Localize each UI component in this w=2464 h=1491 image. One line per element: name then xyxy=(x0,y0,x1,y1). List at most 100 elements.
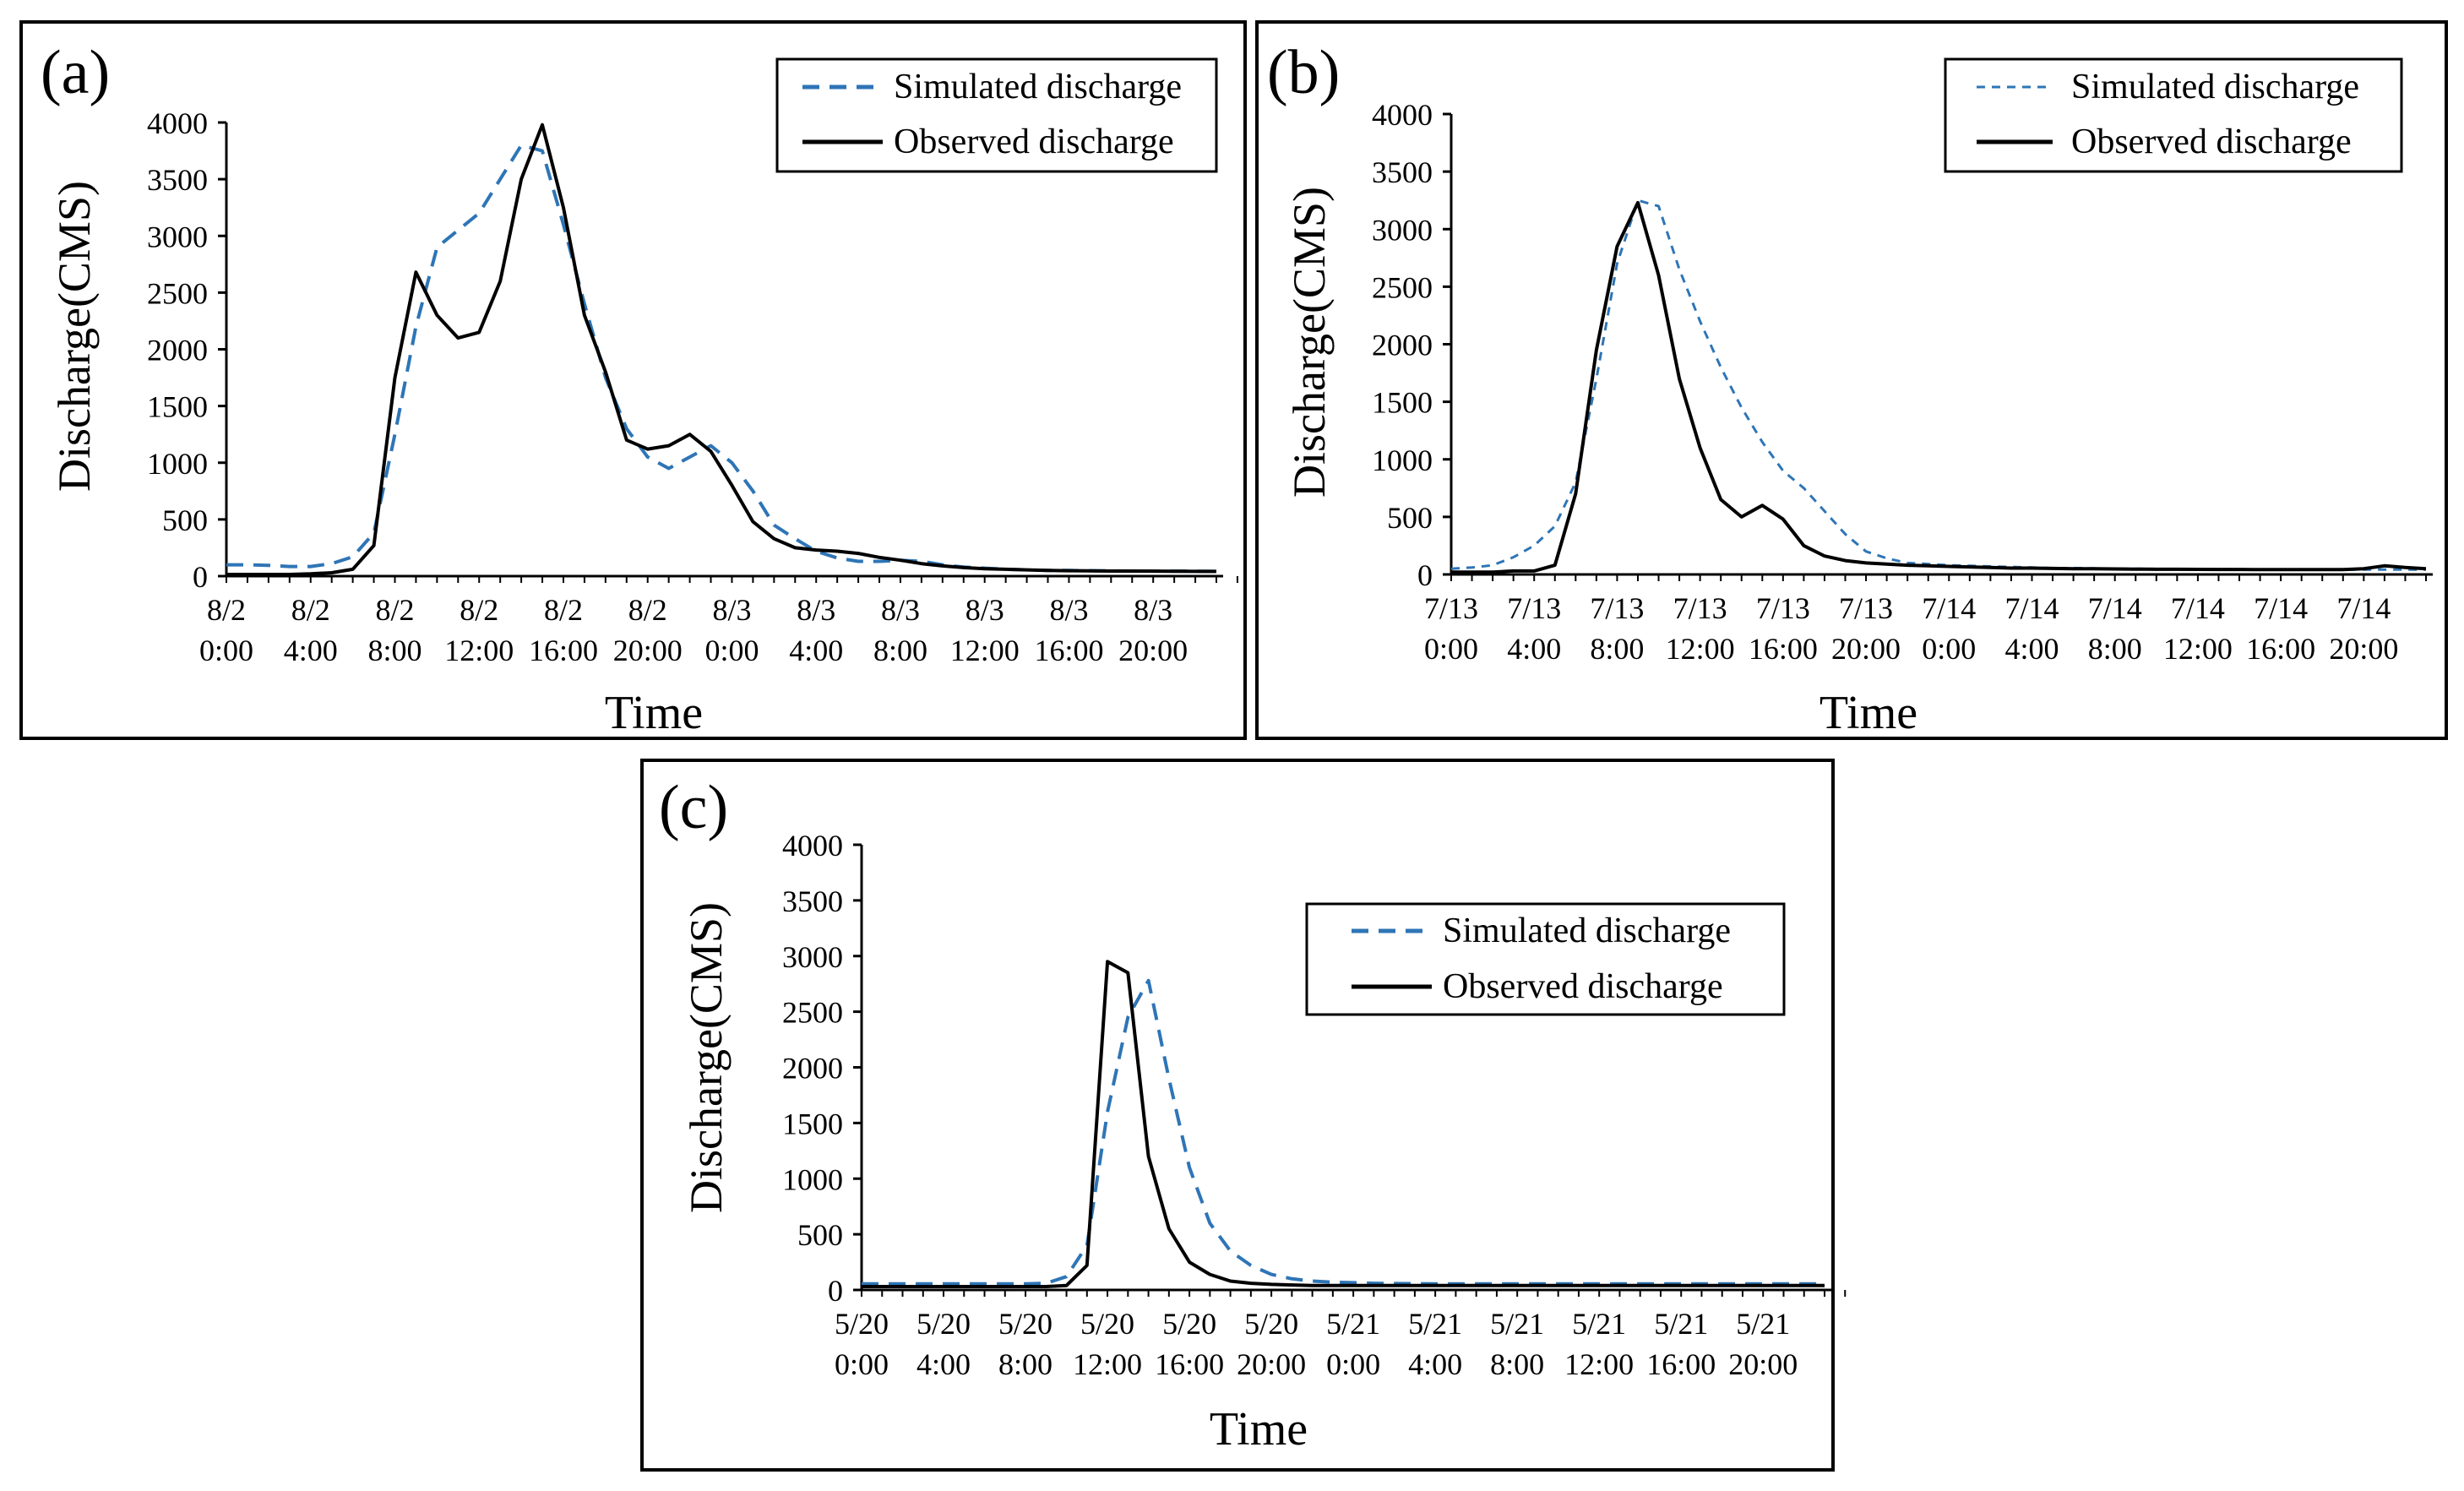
panel-a-y-tick-label: 4000 xyxy=(147,106,208,140)
panel-b-y-tick-label: 2500 xyxy=(1372,270,1433,304)
panel-a-x-tick-label-time: 8:00 xyxy=(873,634,927,667)
panel-a-x-tick-label-time: 0:00 xyxy=(199,634,253,667)
panel-c-y-tick-label: 4000 xyxy=(782,829,843,862)
panel-a-y-tick-label: 1000 xyxy=(147,447,208,481)
panel-c-legend: Simulated discharge Observed discharge xyxy=(1305,902,1786,1016)
panel-c-x-tick-label-date: 5/21 xyxy=(1490,1307,1544,1341)
panel-c-simulated-line xyxy=(862,978,1825,1286)
panel-b-x-tick-label-date: 7/13 xyxy=(1424,591,1478,625)
panel-c-x-tick-label-date: 5/21 xyxy=(1736,1307,1790,1341)
chart-panel-a: (a) Discharge(CMS) Time 0 500 1000 1500 2000… xyxy=(19,20,1247,740)
panel-a-axes: 0 500 1000 1500 2000 2500 3000 3500 4000 8/2 0:00 8… xyxy=(147,106,1238,667)
panel-b-x-tick-label-date: 7/14 xyxy=(2254,591,2308,625)
panel-a-x-tick-label-date: 8/2 xyxy=(544,593,583,627)
panel-c-legend-box xyxy=(1305,902,1786,1016)
panel-b-x-tick-label-time: 20:00 xyxy=(1831,632,1901,666)
panel-a-x-tick-label-time: 12:00 xyxy=(950,634,1020,667)
panel-b-y-tick-label: 2000 xyxy=(1372,329,1433,362)
panel-c-y-tick-label: 3000 xyxy=(782,940,843,974)
panel-c-x-tick-label-time: 0:00 xyxy=(835,1347,889,1381)
panel-c-x-tick-label-time: 8:00 xyxy=(1490,1347,1544,1381)
panel-b-ylabel: Discharge(CMS) xyxy=(1284,187,1335,498)
panel-a-legend-box xyxy=(775,57,1218,173)
panel-a-y-tick-label: 1500 xyxy=(147,390,208,424)
panel-a-x-tick-label-date: 8/2 xyxy=(207,593,246,627)
panel-c-x-tick-label-date: 5/21 xyxy=(1408,1307,1462,1341)
panel-b-y-tick-label: 1500 xyxy=(1372,386,1433,420)
panel-c-x-tick-label-date: 5/20 xyxy=(998,1307,1053,1341)
panel-c-x-tick-label-time: 8:00 xyxy=(998,1347,1053,1381)
panel-b-x-tick-label-time: 16:00 xyxy=(1749,632,1818,666)
panel-a-y-tick-label: 2500 xyxy=(147,276,208,310)
panel-b-label: (b) xyxy=(1267,38,1340,107)
chart-panel-c: (c) Discharge(CMS) Time 0 500 1000 1500 2000… xyxy=(640,759,1847,1472)
panel-a-x-tick-label-time: 4:00 xyxy=(284,634,338,667)
panel-a-series xyxy=(226,122,1217,576)
panel-c-x-tick-label-time: 16:00 xyxy=(1646,1347,1716,1381)
panel-a-x-tick-label-time: 4:00 xyxy=(789,634,843,667)
panel-a-x-tick-label-date: 8/2 xyxy=(291,593,330,627)
panel-a-x-tick-label-date: 8/2 xyxy=(460,593,498,627)
panel-b-x-tick-label-time: 0:00 xyxy=(1424,632,1478,666)
panel-b-x-tick-label-date: 7/14 xyxy=(1922,591,1976,625)
panel-c-x-tick-label-date: 5/20 xyxy=(1162,1307,1216,1341)
panel-a-x-tick-label-date: 8/3 xyxy=(881,593,920,627)
panel-a-xlabel: Time xyxy=(605,687,703,739)
panel-b-series xyxy=(1450,199,2427,574)
panel-c-x-tick-label-time: 4:00 xyxy=(917,1347,971,1381)
panel-c-x-tick-label-date: 5/20 xyxy=(835,1307,889,1341)
panel-c-observed-line xyxy=(862,960,1825,1288)
panel-b-legend: Simulated discharge Observed discharge xyxy=(1944,57,2403,173)
panel-b-xlabel: Time xyxy=(1819,687,1917,739)
panel-a-ylabel: Discharge(CMS) xyxy=(49,181,100,492)
panel-a-legend-simulated-label: Simulated discharge xyxy=(894,68,1182,106)
panel-c-axes: 0 500 1000 1500 2000 2500 3000 3500 4000 5/20 0:00… xyxy=(782,829,1847,1381)
panel-a-y-tick-label: 3000 xyxy=(147,220,208,253)
panel-b-x-tick-label-time: 12:00 xyxy=(1666,632,1735,666)
panel-b-legend-observed-label: Observed discharge xyxy=(2071,122,2352,161)
panel-c-y-tick-label: 0 xyxy=(828,1274,843,1308)
panel-c-x-tick-label-date: 5/20 xyxy=(1080,1307,1134,1341)
panel-a-x-tick-label-date: 8/3 xyxy=(965,593,1004,627)
panel-a-x-tick-label-time: 20:00 xyxy=(1118,634,1188,667)
panel-a-y-tick-label: 500 xyxy=(162,503,208,537)
panel-c-x-tick-label-time: 20:00 xyxy=(1728,1347,1798,1381)
panel-c-x-tick-label-date: 5/21 xyxy=(1326,1307,1380,1341)
panel-c-x-tick-label-time: 12:00 xyxy=(1073,1347,1142,1381)
panel-b-x-tick-label-time: 8:00 xyxy=(1590,632,1644,666)
panel-b-y-tick-label: 1000 xyxy=(1372,443,1433,477)
panel-a-x-tick-label-date: 8/2 xyxy=(628,593,667,627)
panel-c-xlabel: Time xyxy=(1210,1403,1308,1456)
panel-b-y-tick-label: 3000 xyxy=(1372,213,1433,247)
panel-c-x-tick-label-time: 0:00 xyxy=(1326,1347,1380,1381)
panel-c-ylabel: Discharge(CMS) xyxy=(681,902,732,1213)
panel-b-x-tick-label-time: 4:00 xyxy=(2004,632,2059,666)
panel-b-y-tick-label: 3500 xyxy=(1372,155,1433,189)
panel-b-axes: 0 500 1000 1500 2000 2500 3000 3500 4000 7/13 0:00… xyxy=(1372,98,2448,666)
panel-b-observed-line xyxy=(1451,200,2427,574)
panel-c-x-tick-label-date: 5/20 xyxy=(917,1307,971,1341)
panel-a-legend: Simulated discharge Observed discharge xyxy=(775,57,1218,173)
panel-c-y-tick-label: 1000 xyxy=(782,1162,843,1196)
panel-a-x-tick-label-date: 8/3 xyxy=(1049,593,1088,627)
panel-c-x-tick-label-date: 5/20 xyxy=(1244,1307,1298,1341)
panel-c-x-tick-label-time: 20:00 xyxy=(1237,1347,1306,1381)
panel-a-x-tick-label-date: 8/3 xyxy=(712,593,751,627)
panel-b-x-tick-label-time: 16:00 xyxy=(2246,632,2315,666)
panel-a-x-tick-label-time: 12:00 xyxy=(444,634,514,667)
panel-c-y-tick-label: 1500 xyxy=(782,1107,843,1140)
panel-a-x-tick-label-time: 8:00 xyxy=(367,634,422,667)
panel-a-y-tick-label: 0 xyxy=(193,560,208,594)
panel-a-x-tick-label-date: 8/2 xyxy=(375,593,414,627)
panel-c-x-tick-label-time: 16:00 xyxy=(1155,1347,1224,1381)
panel-a-y-tick-label: 2000 xyxy=(147,334,208,367)
panel-b-legend-box xyxy=(1944,57,2403,173)
panel-a-x-tick-label-time: 16:00 xyxy=(1034,634,1103,667)
panel-a-x-tick-label-date: 8/3 xyxy=(797,593,835,627)
panel-b-x-tick-label-date: 7/13 xyxy=(1839,591,1893,625)
panel-a-legend-observed-label: Observed discharge xyxy=(894,122,1174,161)
panel-b-legend-simulated-label: Simulated discharge xyxy=(2071,68,2359,106)
panel-b-x-tick-label-time: 4:00 xyxy=(1507,632,1561,666)
panel-c-frame xyxy=(640,759,1835,1472)
panel-b-x-tick-label-date: 7/13 xyxy=(1756,591,1810,625)
